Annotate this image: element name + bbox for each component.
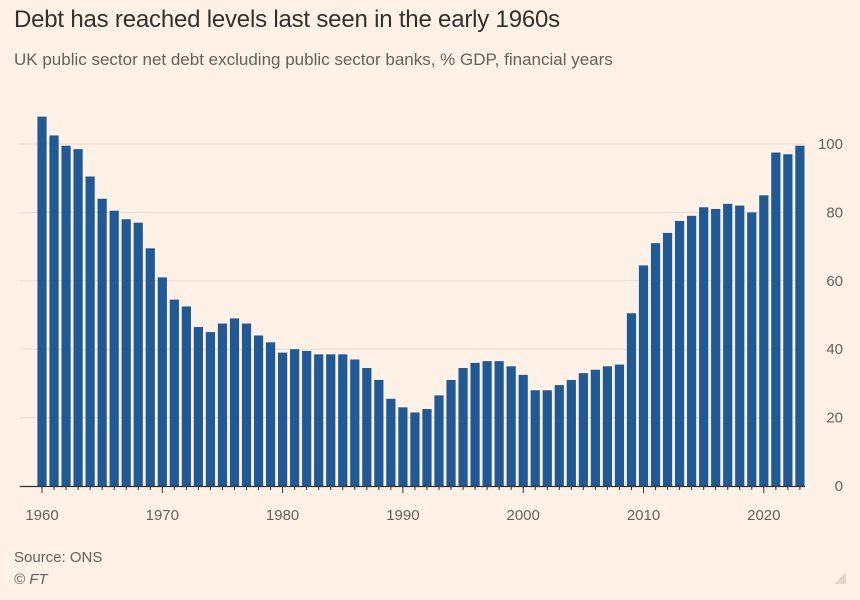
x-axis	[20, 485, 805, 493]
bar-1970	[157, 277, 167, 486]
bars	[37, 116, 805, 487]
x-tick-label-2020: 2020	[747, 507, 780, 524]
bar-1999	[506, 366, 516, 486]
bar-1960	[37, 116, 47, 486]
x-tick-label-1990: 1990	[386, 507, 419, 524]
bar-1969	[145, 248, 155, 486]
bar-2000	[518, 374, 528, 486]
bar-1993	[434, 395, 444, 486]
bar-chart: 0 20 40 60 80 100 1960 1970 1980 1990 2000 2010 202…	[20, 116, 843, 524]
bar-1974	[205, 332, 216, 486]
bar-2018	[735, 205, 745, 486]
bar-1984	[326, 354, 336, 486]
bar-2011	[650, 243, 661, 486]
x-tick-label-2010: 2010	[627, 507, 660, 524]
bar-2007	[602, 366, 613, 486]
bar-1997	[482, 361, 492, 486]
bar-2023	[795, 145, 805, 486]
copyright-note: © FT	[14, 571, 48, 588]
bar-1973	[193, 326, 203, 486]
bar-2017	[723, 203, 733, 486]
bar-1962	[61, 145, 71, 486]
bar-1965	[97, 198, 107, 486]
bar-2002	[542, 390, 552, 486]
y-tick-label-80: 80	[826, 204, 843, 221]
bar-1995	[458, 368, 468, 486]
bar-2001	[530, 390, 540, 486]
bar-1972	[181, 306, 191, 486]
bar-1966	[109, 210, 119, 486]
y-tick-label-40: 40	[826, 341, 843, 358]
x-tick-label-1960: 1960	[25, 507, 58, 524]
bar-1983	[314, 354, 324, 486]
x-tick-label-1980: 1980	[266, 507, 299, 524]
y-tick-labels: 0 20 40 60 80 100	[818, 136, 843, 495]
bar-1981	[290, 349, 300, 486]
bar-1979	[265, 342, 276, 486]
bar-2022	[783, 154, 793, 486]
bar-1998	[494, 361, 504, 486]
bar-2015	[699, 207, 709, 486]
y-tick-label-0: 0	[835, 478, 843, 495]
bar-2013	[674, 220, 685, 486]
bar-1988	[374, 379, 384, 486]
bar-1996	[470, 362, 480, 486]
bar-1975	[217, 323, 228, 486]
bar-1985	[338, 354, 348, 486]
y-tick-label-60: 60	[826, 273, 843, 290]
bar-2009	[626, 313, 637, 486]
bar-2021	[771, 152, 781, 487]
bar-2016	[711, 208, 721, 487]
bar-1963	[73, 149, 83, 486]
bar-2012	[662, 232, 673, 486]
bar-1986	[350, 359, 360, 486]
bar-1976	[229, 318, 240, 486]
bar-1987	[362, 368, 372, 486]
bar-1978	[253, 335, 264, 486]
bar-1994	[446, 379, 456, 486]
bar-2005	[578, 373, 588, 486]
y-tick-label-100: 100	[818, 136, 843, 153]
source-note: Source: ONS	[14, 549, 103, 566]
bar-1992	[422, 409, 432, 486]
bar-1967	[121, 219, 131, 487]
resize-grip-icon	[834, 572, 846, 584]
bar-2010	[638, 265, 649, 486]
y-tick-label-20: 20	[826, 410, 843, 427]
chart-title: Debt has reached levels last seen in the…	[14, 6, 560, 33]
chart-subtitle: UK public sector net debt excluding publ…	[14, 50, 613, 69]
bar-2014	[687, 215, 697, 486]
bar-1971	[169, 299, 179, 486]
bar-1990	[398, 407, 408, 486]
bar-2004	[566, 379, 576, 486]
bar-2019	[747, 212, 757, 486]
bar-1980	[278, 352, 288, 486]
bar-2003	[554, 385, 564, 486]
x-tick-label-2000: 2000	[507, 507, 540, 524]
bar-2006	[590, 369, 600, 486]
bar-1991	[410, 412, 420, 486]
x-tick-label-1970: 1970	[146, 507, 179, 524]
bar-2020	[759, 195, 769, 487]
bar-1968	[133, 222, 143, 486]
bar-1989	[386, 398, 396, 486]
bar-1961	[49, 135, 59, 486]
bar-1982	[302, 350, 312, 486]
x-tick-labels: 1960 1970 1980 1990 2000 2010 2020	[25, 507, 780, 524]
bar-2008	[614, 364, 625, 486]
bar-1964	[85, 176, 95, 487]
bar-1977	[241, 323, 252, 486]
